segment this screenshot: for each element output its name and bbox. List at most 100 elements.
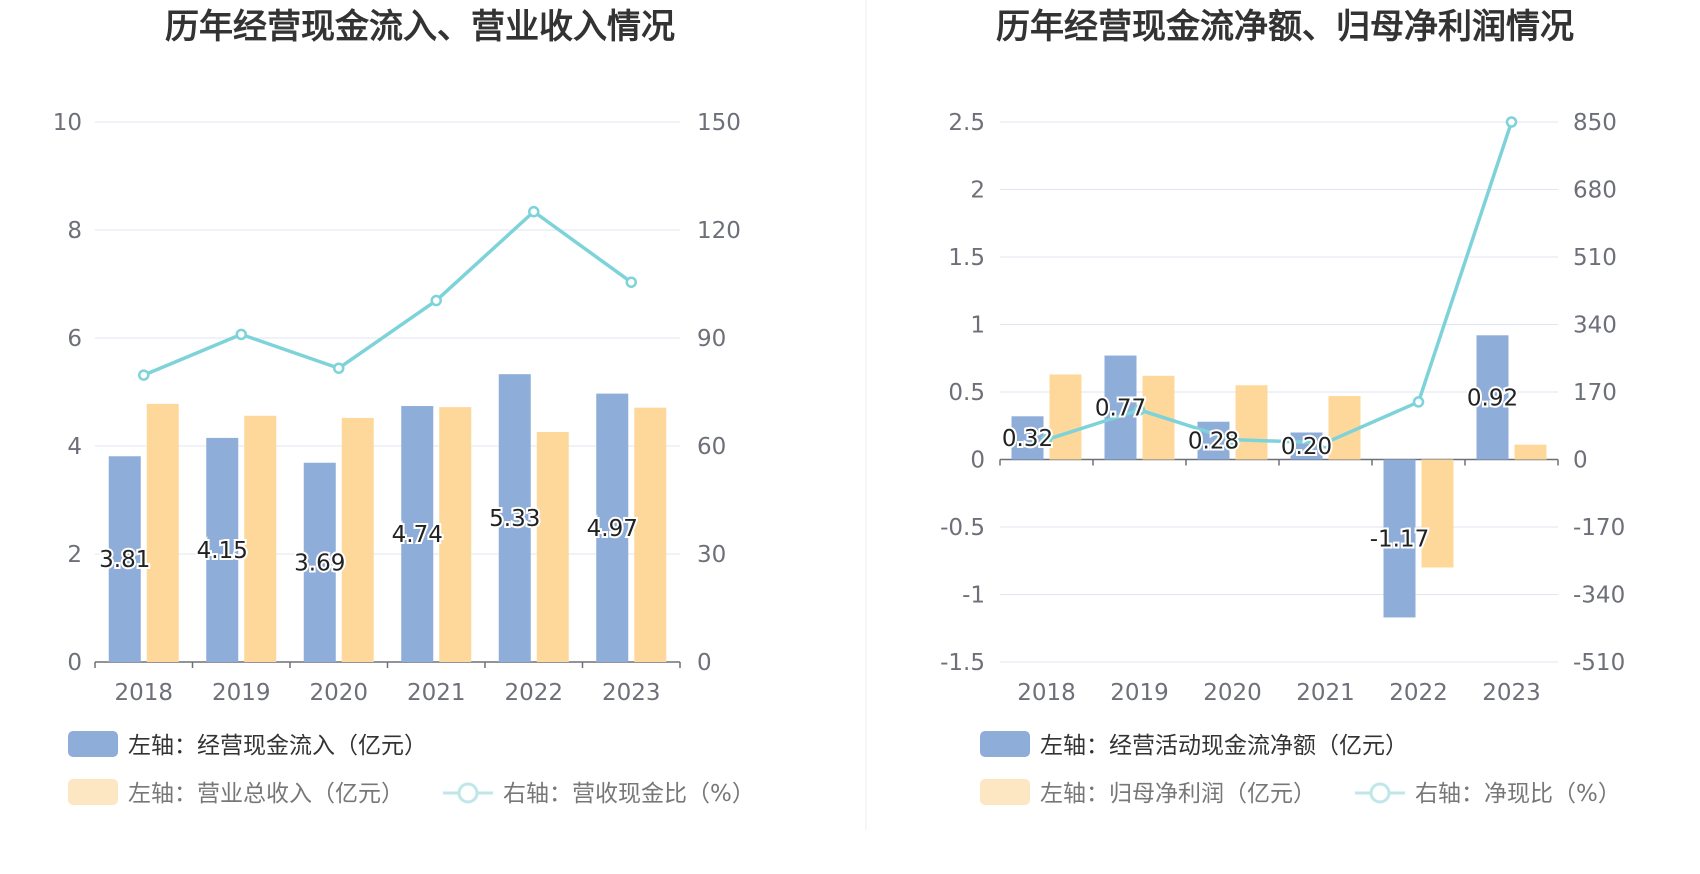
x-axis-tick-label: 2018 (114, 680, 173, 706)
legend-swatch-primary-bar (68, 731, 118, 757)
left-axis-tick-label: 4 (67, 434, 82, 460)
bar-secondary (439, 407, 472, 662)
line-point (1412, 396, 1425, 408)
line-point (333, 362, 345, 374)
line-point (138, 369, 150, 381)
legend-label: 右轴：净现比（%） (1415, 781, 1621, 807)
bar-primary (1011, 416, 1044, 460)
bar-secondary (1328, 396, 1361, 460)
right-axis-tick-label: 150 (697, 110, 741, 136)
bar-primary (596, 393, 629, 662)
bar-data-label: 0.28 (1188, 429, 1239, 455)
x-axis-tick-label: 2021 (1296, 680, 1355, 706)
chart-panel-net-cash: 历年经营现金流净额、归母净利润情况 -1.5 -510 -1 -340 -0.5 -170… (940, 7, 1625, 807)
bar-primary (206, 437, 239, 662)
bar-data-label: 4.97 (587, 516, 638, 542)
bar-primary (303, 462, 336, 662)
left-axis-tick-label: 0.5 (948, 380, 985, 406)
bar-primary (401, 406, 434, 662)
right-axis-tick-label: 510 (1573, 245, 1617, 271)
bar-data-label: 5.33 (489, 506, 540, 532)
bar-data-label: 4.15 (197, 538, 248, 564)
chart-title: 历年经营现金流入、营业收入情况 (165, 7, 675, 47)
legend-label: 左轴：经营现金流入（亿元） (128, 733, 427, 759)
x-axis-tick-label: 2020 (1203, 680, 1262, 706)
line-series (143, 209, 633, 377)
legend: 左轴：经营现金流入（亿元） 左轴：营业总收入（亿元） 右轴：营收现金比（%） (68, 731, 755, 807)
bar-secondary (244, 415, 277, 662)
legend: 左轴：经营活动现金流净额（亿元） 左轴：归母净利润（亿元） 右轴：净现比（%） (980, 731, 1621, 807)
bar-data-label: -1.17 (1370, 526, 1430, 552)
bar-secondary (341, 417, 374, 662)
x-axis-tick-label: 2019 (1110, 680, 1169, 706)
bar-secondary (1421, 459, 1454, 568)
left-axis-tick-label: -0.5 (940, 515, 985, 541)
left-axis-tick-label: 0 (67, 650, 82, 676)
bar-secondary (1235, 385, 1268, 460)
bar-data-label: 3.69 (294, 550, 345, 576)
left-axis-tick-label: -1.5 (940, 650, 985, 676)
line-point (430, 294, 442, 307)
legend-swatch-line-marker (457, 782, 479, 804)
legend-label: 左轴：营业总收入（亿元） (128, 781, 404, 807)
bar-secondary (536, 431, 569, 662)
bar-primary (108, 456, 141, 662)
x-axis-tick-label: 2022 (504, 680, 563, 706)
bar-data-label: 3.81 (99, 547, 150, 573)
legend-swatch-secondary-bar (68, 779, 118, 805)
left-axis-tick-label: 8 (67, 218, 82, 244)
line-point (1505, 116, 1518, 128)
line-point (625, 276, 637, 288)
right-axis-tick-label: 850 (1573, 110, 1617, 136)
x-axis-tick-label: 2023 (602, 680, 661, 706)
x-axis-tick-label: 2020 (309, 680, 368, 706)
right-axis-tick-label: 120 (697, 218, 741, 244)
left-axis-tick-label: 2.5 (948, 110, 985, 136)
line-point (528, 205, 540, 218)
bar-primary (1104, 355, 1137, 460)
right-axis-tick-label: 30 (697, 542, 726, 568)
left-axis-tick-label: 2 (970, 178, 985, 204)
bar-primary (1476, 335, 1509, 460)
bar-data-label: 4.74 (392, 522, 443, 548)
x-axis-tick-label: 2019 (212, 680, 271, 706)
bar-data-label: 0.20 (1281, 434, 1332, 460)
bar-data-label: 0.92 (1467, 385, 1518, 411)
line-point (1319, 437, 1332, 449)
legend-swatch-secondary-bar (980, 779, 1030, 805)
right-axis-tick-label: 340 (1573, 313, 1617, 339)
right-axis-tick-label: 60 (697, 434, 726, 460)
right-axis-tick-label: 90 (697, 326, 726, 352)
left-axis-tick-label: 10 (53, 110, 82, 136)
left-axis-tick-label: 2 (67, 542, 82, 568)
line-point (1040, 433, 1053, 446)
line-point (1133, 404, 1146, 416)
left-axis-tick-label: -1 (962, 583, 985, 609)
legend-swatch-primary-bar (980, 731, 1030, 757)
x-axis-tick-label: 2018 (1017, 680, 1076, 706)
line-point (1226, 433, 1239, 446)
left-axis-tick-label: 6 (67, 326, 82, 352)
left-axis-tick-label: 0 (970, 448, 985, 474)
left-axis-tick-label: 1.5 (948, 245, 985, 271)
left-axis-tick-label: 1 (970, 313, 985, 339)
bar-secondary (146, 403, 179, 662)
right-axis-tick-label: 0 (697, 650, 712, 676)
bar-secondary (634, 407, 667, 662)
bar-data-label: 0.77 (1095, 396, 1146, 422)
right-axis-tick-label: 0 (1573, 448, 1588, 474)
bar-primary (1383, 459, 1416, 618)
legend-label: 左轴：归母净利润（亿元） (1040, 781, 1316, 807)
x-axis-tick-label: 2023 (1482, 680, 1541, 706)
right-axis-tick-label: -170 (1573, 515, 1625, 541)
line-series (1045, 121, 1514, 445)
legend-label: 左轴：经营活动现金流净额（亿元） (1040, 733, 1408, 759)
bar-primary (1197, 421, 1230, 460)
bar-data-label: 0.32 (1002, 426, 1053, 452)
chart-title: 历年经营现金流净额、归母净利润情况 (996, 7, 1574, 47)
x-axis-tick-label: 2021 (407, 680, 466, 706)
chart-panel-cash-inflow: 历年经营现金流入、营业收入情况 0 0 2 30 4 60 6 90 8 120 10 150 2018… (53, 7, 755, 807)
right-axis-tick-label: 680 (1573, 178, 1617, 204)
line-point (235, 328, 247, 341)
